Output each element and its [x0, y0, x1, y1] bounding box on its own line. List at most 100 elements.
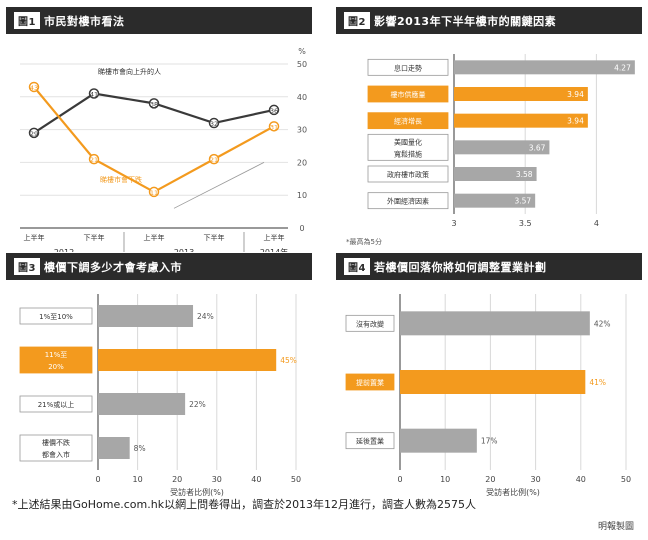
category-box: [19, 434, 93, 462]
bar: [98, 305, 194, 327]
category-box: [345, 373, 395, 391]
value-label: 3.67: [529, 143, 546, 152]
y-tick-label: 0: [299, 224, 304, 233]
x-tick-label: 3: [451, 219, 456, 228]
panel-market-outlook: 圖1 市民對樓市看法 50 40 30 20 10 0% 上半年 下半年 上半年 下半年 上半年 20…: [6, 7, 312, 252]
category-box: [19, 346, 93, 374]
data-point: [28, 127, 40, 139]
series-down-label: 睇樓市會下跌: [100, 175, 142, 184]
bar: [400, 311, 590, 336]
bar: [454, 167, 537, 181]
category-box: [367, 165, 449, 183]
score-note: *最高為5分: [346, 237, 382, 246]
value-label: 4.27: [614, 63, 631, 72]
category-label: 外圍經濟因素: [387, 197, 429, 206]
panel4-title: 若樓價回落你將如何調整置業計劃: [373, 260, 547, 274]
category-box: [345, 314, 395, 332]
x-tick-label: 10: [440, 475, 450, 484]
data-label: 11: [150, 189, 158, 197]
category-label: 沒有改變: [356, 319, 384, 328]
value-label: 42%: [594, 319, 611, 328]
category-label: 延後置業: [356, 437, 384, 446]
year-label: 2013: [174, 248, 194, 252]
bar: [98, 349, 277, 371]
value-label: 17%: [481, 437, 498, 446]
unit-label: %: [298, 47, 306, 56]
y-tick-label: 10: [297, 191, 307, 200]
category-box: [367, 58, 449, 76]
category-box: [367, 85, 449, 103]
category-box: [367, 192, 449, 210]
x-tick-label: 30: [212, 475, 222, 484]
data-point: [208, 117, 220, 129]
year-label: 2012: [54, 248, 74, 252]
value-label: 3.57: [514, 197, 531, 206]
category-label: 美國量化: [394, 137, 422, 146]
panel2-header: 圖2 影響2013年下半年樓市的關鍵因素: [336, 7, 642, 34]
bar: [454, 193, 536, 208]
panel2-number: 圖2: [344, 12, 370, 29]
line-chart: 50 40 30 20 10 0% 上半年 下半年 上半年 下半年 上半年 2012 2013 2014年…: [20, 47, 307, 252]
x-tick-label: 50: [291, 475, 301, 484]
x-axis-label: 受訪者比例(%): [486, 487, 540, 497]
value-label: 3.94: [567, 90, 584, 99]
y-tick-label: 50: [297, 60, 307, 69]
data-label: 31: [270, 123, 278, 131]
data-point: [28, 81, 40, 93]
panel-key-factors: 圖2 影響2013年下半年樓市的關鍵因素 3 3.5 4 息口走勢 4.27 樓市供應量 3…: [336, 7, 642, 252]
value-label: 3.94: [567, 117, 584, 126]
value-label: 3.58: [516, 170, 533, 179]
bar: [454, 87, 588, 101]
data-point: [88, 88, 100, 99]
data-label: 32: [210, 120, 218, 128]
value-label: 24%: [197, 312, 214, 321]
y-tick-label: 40: [297, 93, 307, 102]
x-tick-label: 下半年: [204, 233, 225, 242]
data-point: [208, 153, 220, 165]
value-label: 41%: [589, 378, 606, 387]
data-point: [88, 153, 100, 165]
value-label: 45%: [280, 356, 297, 365]
year-label: 2014年: [260, 247, 288, 252]
category-label: 樓市供應量: [391, 90, 426, 99]
bar: [454, 113, 588, 128]
category-label: 經濟增長: [394, 117, 422, 126]
category-label: 樓價不跌: [42, 438, 70, 447]
category-box: [19, 395, 93, 413]
panel-price-drop: 圖3 樓價下調多少才會考慮入市 0 10 20 30 40 50 受訪者比例(%) 1%至10…: [6, 253, 312, 512]
survey-note: *上述結果由GoHome.com.hk以網上問卷得出，調查於2013年12月進行…: [12, 498, 477, 511]
data-label: 41: [90, 91, 98, 99]
category-label: 11%至: [45, 351, 68, 359]
data-point: [148, 98, 160, 109]
y-tick-label: 20: [297, 158, 307, 167]
category-label: 寬鬆措施: [394, 149, 422, 158]
x-axis-label: 受訪者比例(%): [170, 487, 224, 497]
panel4-number: 圖4: [344, 258, 370, 275]
category-box: [345, 432, 395, 450]
data-label: 43: [30, 84, 38, 92]
x-tick-label: 10: [133, 475, 143, 484]
category-label: 息口走勢: [394, 63, 422, 72]
x-tick-label: 20: [172, 475, 182, 484]
bar: [400, 428, 477, 453]
y-tick-label: 30: [297, 126, 307, 135]
price-drop-bar-chart: 0 10 20 30 40 50 受訪者比例(%) 1%至10% 24% 11%至 20% 45% 21…: [19, 294, 301, 497]
panel2-title: 影響2013年下半年樓市的關鍵因素: [373, 14, 557, 28]
trend-line: [173, 162, 265, 209]
category-label: 都會入市: [42, 450, 70, 459]
category-label: 21%或以上: [38, 400, 75, 409]
data-point: [268, 121, 280, 132]
value-label: 22%: [189, 400, 206, 409]
x-tick-label: 40: [251, 475, 261, 484]
panel3-number: 圖3: [14, 258, 40, 275]
panel1-header: 圖1 市民對樓市看法: [6, 7, 312, 34]
data-point: [268, 104, 280, 116]
data-label: 21: [90, 156, 98, 164]
x-tick-label: 下半年: [84, 233, 105, 242]
bar: [400, 370, 586, 394]
category-label: 提前置業: [356, 378, 384, 387]
x-tick-label: 上半年: [144, 233, 165, 242]
data-label: 29: [30, 130, 38, 138]
bar: [98, 393, 186, 415]
